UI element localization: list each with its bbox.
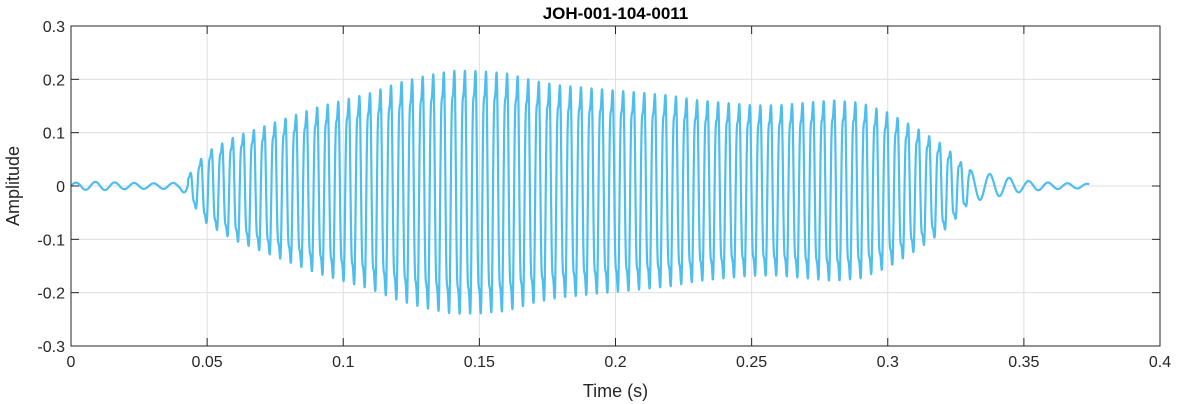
y-tick-label: 0.2: [43, 72, 65, 89]
y-tick-label: -0.1: [37, 232, 65, 249]
x-tick-label: 0.3: [877, 354, 899, 371]
x-tick-label: 0.2: [604, 354, 626, 371]
x-tick-label: 0.4: [1149, 354, 1171, 371]
waveform-series-line: [70, 69, 1091, 315]
plot-area: [70, 69, 1091, 315]
y-tick-label: 0.1: [43, 126, 65, 143]
axis-ticks: 0 0.05 0.1 0.15 0.2 0.25 0.3 0.35 0.4 -0.3 -0.2 -0.…: [37, 19, 1171, 371]
x-tick-label: 0.25: [736, 354, 767, 371]
y-axis-label: Amplitude: [3, 146, 23, 226]
y-tick-label: -0.3: [37, 339, 65, 356]
y-tick-label: 0.3: [43, 19, 65, 36]
x-tick-label: 0.05: [192, 354, 223, 371]
x-axis-label: Time (s): [583, 381, 648, 401]
y-tick-label: -0.2: [37, 286, 65, 303]
y-tick-label: 0: [56, 179, 65, 196]
x-tick-label: 0: [67, 354, 76, 371]
chart-title: JOH-001-104-0011: [543, 4, 689, 23]
x-tick-label: 0.35: [1008, 354, 1039, 371]
x-tick-label: 0.1: [332, 354, 354, 371]
x-tick-label: 0.15: [464, 354, 495, 371]
